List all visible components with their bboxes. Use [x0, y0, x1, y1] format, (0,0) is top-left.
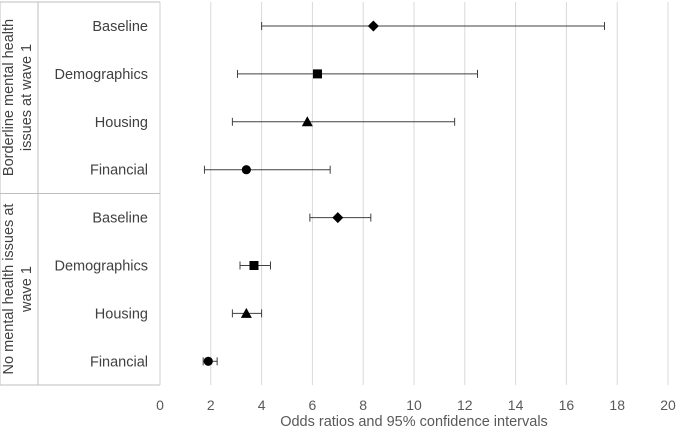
row-label: Demographics	[55, 259, 149, 275]
triangle-marker	[240, 307, 252, 318]
square-marker	[312, 69, 322, 79]
group-labels: Borderline mental health issues at wave 1…	[1, 19, 35, 375]
group-label-line: No mental health issues at	[1, 204, 17, 375]
circle-marker	[203, 356, 213, 366]
group-label-line: wave 1	[19, 266, 35, 313]
group-label-line: Borderline mental health	[1, 19, 17, 176]
square-marker	[249, 261, 259, 270]
markers	[203, 20, 379, 366]
category-frame	[0, 1, 160, 386]
row-label: Financial	[90, 163, 148, 179]
diamond-marker	[367, 20, 379, 32]
error-bars	[202, 22, 605, 366]
row-label: Housing	[95, 306, 148, 322]
row-label: Housing	[95, 115, 148, 131]
row-label: Baseline	[92, 19, 148, 35]
gridlines	[159, 2, 669, 385]
row-label: Financial	[90, 354, 148, 370]
x-tick-label: 18	[609, 397, 625, 413]
x-tick-label: 4	[258, 397, 266, 413]
diamond-marker	[332, 212, 344, 224]
x-tick-label: 14	[508, 397, 524, 413]
row-labels: Baseline Demographics Housing Financial Base…	[55, 19, 149, 370]
x-tick-label: 12	[457, 397, 473, 413]
row-label: Demographics	[55, 67, 149, 83]
x-tick-label: 6	[309, 397, 317, 413]
circle-marker	[241, 165, 251, 175]
triangle-marker	[301, 116, 313, 127]
x-tick-label: 10	[406, 397, 422, 413]
row-label: Baseline	[92, 211, 148, 227]
group-label-line: issues at wave 1	[19, 44, 35, 151]
x-tick-label: 2	[207, 397, 215, 413]
x-tick-label: 0	[156, 397, 164, 413]
x-tick-label: 16	[559, 397, 575, 413]
x-axis-ticks: 0 2 4 6 8 10 12 14 16 18 20	[156, 397, 676, 413]
x-tick-label: 20	[660, 397, 676, 413]
x-tick-label: 8	[359, 397, 367, 413]
x-axis-title: Odds ratios and 95% confidence intervals	[280, 414, 548, 430]
